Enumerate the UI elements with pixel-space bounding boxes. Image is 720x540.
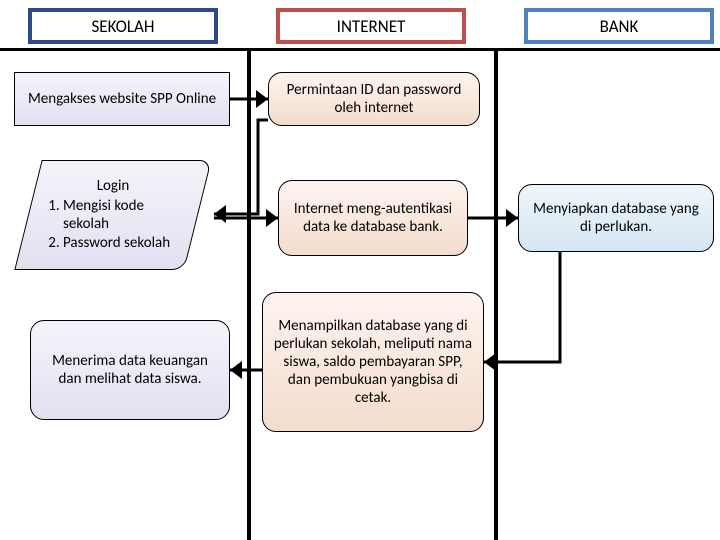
node-text: Permintaan ID dan password oleh internet	[277, 81, 471, 117]
header-sekolah: SEKOLAH	[28, 8, 218, 44]
node-text: Menyiapkan database yang di perlukan.	[527, 200, 705, 236]
login-step: Mengisi kode sekolah	[63, 197, 189, 233]
node-sekolah-login: Login Mengisi kode sekolah Password seko…	[14, 160, 211, 270]
node-sekolah-receive: Menerima data keuangan dan melihat data …	[30, 320, 230, 420]
header-bank: BANK	[524, 8, 714, 44]
header-divider	[0, 48, 720, 51]
lane-divider-1	[247, 50, 251, 540]
login-step: Password sekolah	[63, 234, 189, 252]
login-title: Login	[37, 177, 189, 195]
node-text: Menampilkan database yang di perlukan se…	[271, 317, 475, 407]
login-steps: Mengisi kode sekolah Password sekolah	[63, 197, 189, 252]
node-internet-auth: Internet meng-autentikasi data ke databa…	[278, 180, 468, 256]
lane-divider-2	[494, 50, 498, 540]
node-text: Mengakses website SPP Online	[28, 90, 216, 108]
node-bank-prepare: Menyiapkan database yang di perlukan.	[518, 184, 714, 252]
node-sekolah-access: Mengakses website SPP Online	[14, 72, 230, 126]
header-label: SEKOLAH	[92, 16, 155, 37]
node-internet-display: Menampilkan database yang di perlukan se…	[262, 292, 484, 432]
header-label: INTERNET	[337, 16, 406, 37]
node-text: Menerima data keuangan dan melihat data …	[39, 352, 221, 388]
node-text: Internet meng-autentikasi data ke databa…	[287, 200, 459, 236]
header-internet: INTERNET	[276, 8, 466, 44]
header-label: BANK	[600, 16, 639, 37]
node-internet-request: Permintaan ID dan password oleh internet	[268, 72, 480, 126]
